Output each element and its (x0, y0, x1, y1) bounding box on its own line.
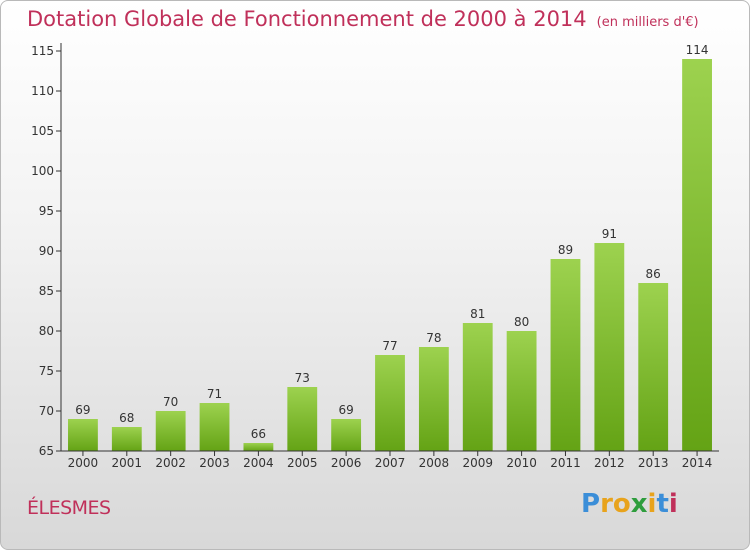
x-tick-label: 2009 (462, 456, 493, 470)
y-axis: 65 70 75 80 85 90 95 100 105 110 115 (31, 43, 62, 458)
logo-letter: t (656, 489, 669, 519)
bar-value-label: 66 (251, 427, 266, 441)
x-tick-label: 2010 (506, 456, 537, 470)
bar-2006 (331, 419, 362, 451)
bar-value-label: 91 (602, 227, 617, 241)
bar-2001 (111, 427, 142, 451)
bar-value-label: 69 (338, 403, 353, 417)
bar-value-label: 68 (119, 411, 134, 425)
y-tick-label: 75 (39, 364, 54, 378)
bar-2010 (506, 331, 537, 451)
bar-value-label: 80 (514, 315, 529, 329)
x-tick-label: 2012 (594, 456, 625, 470)
y-tick-label: 80 (39, 324, 54, 338)
logo-letter: i (668, 489, 678, 519)
x-tick-label: 2001 (112, 456, 143, 470)
bar-value-label: 81 (470, 307, 485, 321)
proxiti-logo: Proxiti (581, 489, 678, 519)
y-tick-label: 110 (31, 84, 54, 98)
chart-title: Dotation Globale de Fonctionnement de 20… (27, 7, 699, 31)
y-tick-label: 105 (31, 124, 54, 138)
x-tick-label: 2011 (550, 456, 581, 470)
x-tick-label: 2002 (155, 456, 186, 470)
logo-letter: r (600, 489, 613, 519)
y-tick-label: 90 (39, 244, 54, 258)
bar-2000 (68, 419, 98, 451)
y-tick-label: 95 (39, 204, 54, 218)
x-tick-label: 2004 (243, 456, 274, 470)
logo-letter: x (630, 489, 648, 519)
y-tick-label: 70 (39, 404, 54, 418)
bar-value-label: 89 (558, 243, 573, 257)
bar-2007 (375, 355, 405, 451)
logo-letter: i (647, 489, 657, 519)
bar-2012 (594, 243, 625, 451)
bar-2005 (287, 387, 318, 451)
bar-value-label: 77 (382, 339, 397, 353)
x-tick-label: 2000 (68, 456, 99, 470)
x-tick-label: 2008 (419, 456, 450, 470)
bar-value-label: 69 (75, 403, 90, 417)
bar-2008 (418, 347, 449, 451)
bar-2013 (638, 283, 669, 451)
x-tick-label: 2006 (331, 456, 362, 470)
logo-letter: P (581, 489, 601, 519)
x-tick-label: 2007 (375, 456, 406, 470)
chart-subtitle: (en milliers d'€) (596, 15, 699, 30)
bar-value-label: 70 (163, 395, 178, 409)
bar-value-label: 73 (295, 371, 310, 385)
bar-2003 (199, 403, 230, 451)
commune-name: ÉLESMES (27, 497, 111, 519)
y-tick-label: 85 (39, 284, 54, 298)
bar-value-label: 86 (646, 267, 661, 281)
bar-2014 (682, 59, 712, 451)
x-tick-label: 2003 (199, 456, 230, 470)
y-tick-label: 100 (31, 164, 54, 178)
bar-2002 (155, 411, 186, 451)
x-tick-label: 2013 (638, 456, 669, 470)
bar-2004 (243, 443, 274, 451)
title-text: Dotation Globale de Fonctionnement de 20… (27, 7, 587, 31)
bar-2011 (550, 259, 581, 451)
logo-letter: o (612, 489, 631, 519)
bar-value-label: 78 (426, 331, 441, 345)
x-tick-label: 2014 (682, 456, 713, 470)
bar-value-label: 71 (207, 387, 222, 401)
y-tick-label: 115 (31, 44, 54, 58)
bar-value-label: 114 (686, 43, 709, 57)
x-tick-label: 2005 (287, 456, 318, 470)
y-tick-label: 65 (39, 444, 54, 458)
x-axis: 2000 2001 2002 2003 2004 2005 2006 2007 2008 2009… (61, 450, 719, 470)
bars: 69 68 70 71 66 73 69 77 78 81 80 89 91 86 114 (68, 43, 712, 451)
bar-2009 (462, 323, 493, 451)
